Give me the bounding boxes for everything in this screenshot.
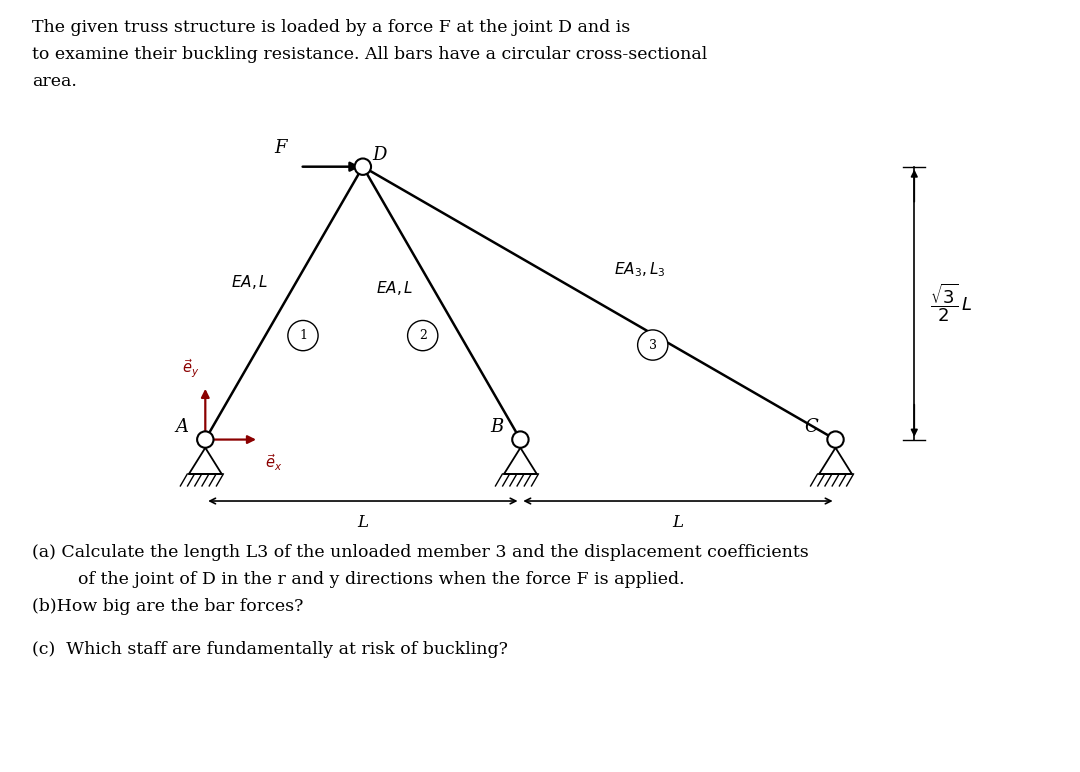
- Circle shape: [827, 432, 843, 448]
- Text: B: B: [490, 418, 503, 436]
- Circle shape: [512, 432, 528, 448]
- Text: $EA,L$: $EA,L$: [376, 279, 413, 297]
- Text: L: L: [357, 513, 368, 530]
- Text: C: C: [805, 418, 819, 436]
- Text: 1: 1: [299, 329, 307, 342]
- Circle shape: [407, 320, 437, 350]
- Text: The given truss structure is loaded by a force F at the joint D and is: The given truss structure is loaded by a…: [32, 19, 631, 36]
- Text: $EA,L$: $EA,L$: [231, 273, 268, 291]
- Text: to examine their buckling resistance. All bars have a circular cross-sectional: to examine their buckling resistance. Al…: [32, 46, 707, 63]
- Text: $EA_3,L_3$: $EA_3,L_3$: [615, 260, 666, 279]
- Text: A: A: [175, 418, 188, 436]
- Text: (a) Calculate the length L3 of the unloaded member 3 and the displacement coeffi: (a) Calculate the length L3 of the unloa…: [32, 544, 809, 561]
- Text: area.: area.: [32, 73, 78, 90]
- Text: (b)How big are the bar forces?: (b)How big are the bar forces?: [32, 598, 303, 615]
- Text: L: L: [673, 513, 684, 530]
- Text: 2: 2: [419, 329, 427, 342]
- Text: (c)  Which staff are fundamentally at risk of buckling?: (c) Which staff are fundamentally at ris…: [32, 641, 509, 658]
- Text: D: D: [373, 146, 387, 164]
- Circle shape: [198, 432, 214, 448]
- Text: 3: 3: [649, 339, 657, 351]
- Text: F: F: [274, 139, 287, 157]
- Circle shape: [637, 330, 667, 361]
- Circle shape: [354, 158, 372, 175]
- Circle shape: [288, 320, 319, 350]
- Text: of the joint of D in the r and y directions when the force F is applied.: of the joint of D in the r and y directi…: [78, 571, 685, 588]
- Text: $\dfrac{\sqrt{3}}{2}$$\,L$: $\dfrac{\sqrt{3}}{2}$$\,L$: [930, 282, 973, 324]
- Text: $\vec{e}_y$: $\vec{e}_y$: [181, 357, 199, 380]
- Text: $\vec{e}_x$: $\vec{e}_x$: [266, 452, 283, 472]
